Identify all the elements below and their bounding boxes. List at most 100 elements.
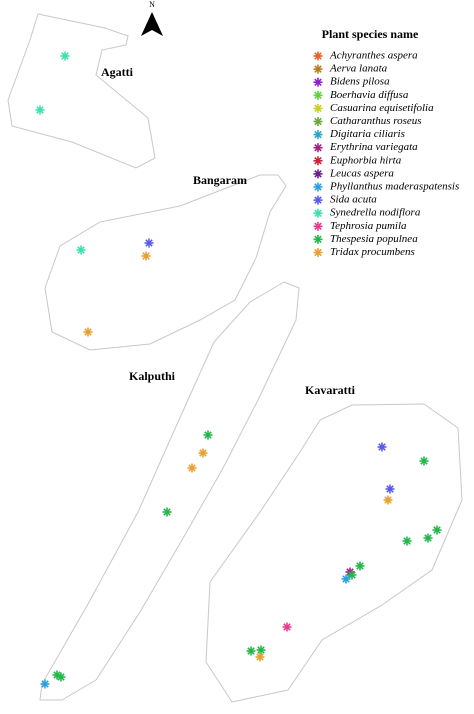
legend-label: Casuarina equisetifolia bbox=[330, 102, 434, 114]
marker-stroke bbox=[314, 222, 322, 231]
island-label: Kalputhi bbox=[129, 369, 176, 383]
occurrence-marker bbox=[35, 105, 45, 115]
legend-marker bbox=[313, 117, 323, 126]
marker-stroke bbox=[424, 534, 432, 542]
kalputhi-outline bbox=[39, 281, 300, 701]
marker-stroke bbox=[314, 248, 322, 257]
legend-label: Thespesia populnea bbox=[330, 233, 418, 245]
marker-stroke bbox=[283, 623, 291, 631]
marker-stroke bbox=[314, 130, 322, 139]
marker-stroke bbox=[386, 485, 394, 493]
legend-label: Aerva lanata bbox=[329, 63, 388, 75]
legend-label: Phyllanthus maderaspatensis bbox=[329, 181, 459, 193]
occurrence-marker bbox=[203, 430, 213, 440]
legend-marker bbox=[313, 103, 323, 113]
occurrence-marker bbox=[377, 442, 387, 452]
legend-label: Tridax procumbens bbox=[330, 246, 415, 258]
marker-stroke bbox=[61, 52, 69, 60]
marker-stroke bbox=[84, 328, 92, 336]
marker-stroke bbox=[257, 646, 265, 654]
island-label: Bangaram bbox=[193, 173, 247, 187]
occurrence-marker bbox=[347, 570, 357, 580]
marker-stroke bbox=[314, 117, 322, 126]
bangaram-outline bbox=[44, 174, 287, 351]
legend-marker bbox=[313, 195, 323, 205]
legend-marker bbox=[313, 169, 323, 179]
legend-marker bbox=[313, 130, 323, 140]
occurrence-marker bbox=[246, 646, 256, 656]
legend-marker bbox=[313, 90, 323, 100]
marker-stroke bbox=[163, 508, 171, 516]
occurrence-marker bbox=[385, 484, 395, 494]
occurrence-marker bbox=[432, 525, 442, 535]
marker-stroke bbox=[199, 449, 207, 457]
marker-stroke bbox=[314, 78, 322, 86]
marker-stroke bbox=[403, 537, 411, 545]
marker-stroke bbox=[314, 235, 322, 244]
marker-stroke bbox=[384, 496, 392, 504]
legend-label: Catharanthus roseus bbox=[330, 115, 422, 127]
occurrence-marker bbox=[76, 245, 86, 255]
legend-marker bbox=[313, 64, 323, 74]
island-label: Agatti bbox=[101, 65, 134, 79]
marker-stroke bbox=[314, 170, 322, 178]
occurrence-marker bbox=[402, 536, 412, 546]
marker-stroke bbox=[314, 65, 322, 73]
legend-label: Leucas aspera bbox=[329, 167, 394, 179]
occurrence-marker bbox=[83, 327, 93, 337]
marker-stroke bbox=[420, 457, 428, 465]
legend-label: Sida acuta bbox=[330, 194, 377, 206]
occurrence-marker bbox=[198, 448, 208, 458]
marker-stroke bbox=[314, 196, 322, 204]
marker-stroke bbox=[433, 526, 441, 534]
marker-stroke bbox=[314, 183, 322, 191]
occurrence-marker bbox=[423, 533, 433, 543]
marker-stroke bbox=[314, 52, 322, 60]
marker-stroke bbox=[314, 209, 322, 217]
marker-stroke bbox=[77, 246, 85, 254]
legend-marker bbox=[313, 248, 323, 257]
legend-label: Bidens pilosa bbox=[330, 76, 390, 88]
legend-marker bbox=[313, 234, 323, 244]
island-label: Kavaratti bbox=[305, 383, 356, 397]
legend-label: Synedrella nodiflora bbox=[330, 207, 421, 219]
occurrence-marker bbox=[282, 622, 292, 632]
occurrence-marker bbox=[40, 679, 50, 689]
marker-stroke bbox=[314, 157, 322, 165]
legend-label: Digitaria ciliaris bbox=[329, 128, 405, 140]
marker-stroke bbox=[204, 431, 212, 439]
marker-stroke bbox=[314, 143, 322, 152]
legend-marker bbox=[313, 77, 323, 87]
marker-stroke bbox=[348, 571, 356, 579]
legend-label: Boerhavia diffusa bbox=[330, 89, 409, 101]
marker-stroke bbox=[188, 464, 196, 472]
legend-label: Erythrina variegata bbox=[329, 141, 418, 153]
occurrence-marker bbox=[355, 561, 365, 571]
legend-marker bbox=[313, 51, 323, 61]
marker-stroke bbox=[142, 252, 150, 260]
occurrence-marker bbox=[341, 574, 351, 584]
marker-stroke bbox=[378, 443, 386, 451]
legend-marker bbox=[313, 156, 323, 166]
occurrence-marker bbox=[162, 507, 172, 517]
occurrence-marker bbox=[187, 463, 197, 473]
marker-stroke bbox=[41, 680, 49, 688]
occurrence-marker bbox=[60, 51, 70, 61]
north-arrow: N bbox=[141, 0, 163, 36]
marker-stroke bbox=[36, 106, 44, 114]
legend-title: Plant species name bbox=[322, 27, 419, 41]
marker-stroke bbox=[145, 239, 153, 247]
legend-label: Tephrosia pumila bbox=[330, 220, 407, 232]
occurrence-marker bbox=[255, 652, 265, 662]
marker-stroke bbox=[356, 562, 364, 570]
kavaratti-outline bbox=[205, 403, 463, 703]
occurrence-marker bbox=[256, 645, 266, 655]
occurrence-marker bbox=[141, 251, 151, 261]
marker-stroke bbox=[314, 104, 322, 113]
occurrence-marker bbox=[383, 495, 393, 505]
north-label: N bbox=[149, 0, 155, 9]
marker-stroke bbox=[342, 575, 350, 583]
occurrence-marker bbox=[144, 238, 154, 248]
marker-stroke bbox=[57, 673, 65, 681]
